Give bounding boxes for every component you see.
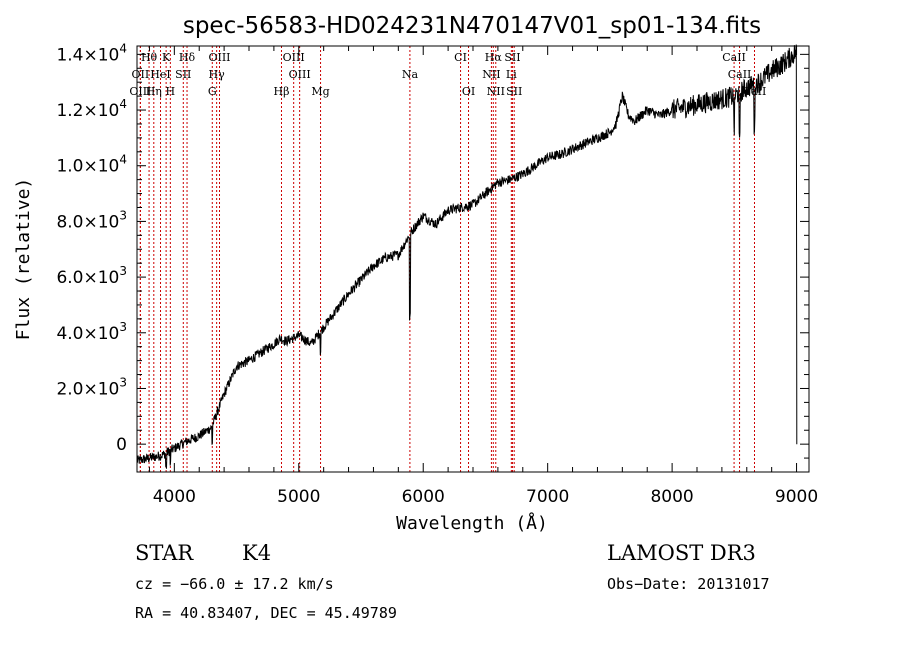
spectral-line-label: SII	[504, 51, 520, 64]
spectral-line-label: G	[208, 85, 217, 98]
x-tick-label: 6000	[402, 487, 445, 507]
x-tick-label: 7000	[526, 487, 569, 507]
spectral-line-label: OIII	[208, 51, 230, 64]
spectral-line-label: Li	[506, 68, 517, 81]
x-axis-ticks: 4000 5000 6000 7000 8000 9000	[148, 46, 818, 507]
y-tick-label: 1.0×104	[56, 153, 127, 177]
y-tick-label: 8.0×103	[56, 208, 127, 232]
coordinates: RA = 40.83407, DEC = 45.49789	[135, 604, 397, 622]
spectral-line-label: Hβ	[274, 85, 290, 98]
spectral-line-label: CI	[454, 51, 467, 64]
x-tick-label: 9000	[775, 487, 818, 507]
spectral-line-label: Na	[402, 68, 419, 81]
spectral-line-label: Hα	[485, 51, 503, 64]
spectrum-series-line	[136, 44, 798, 469]
object-subclass: K4	[242, 541, 271, 565]
spectral-line-label: Hθ	[141, 51, 158, 64]
spectral-line-label: NII	[482, 68, 500, 81]
plot-area-frame	[136, 45, 810, 473]
spectral-line-label: Mg	[311, 85, 329, 98]
x-axis-label: Wavelength (Å)	[396, 512, 548, 534]
y-axis-label: Flux (relative)	[13, 178, 34, 341]
y-tick-label: 6.0×103	[56, 264, 127, 288]
observation-date: Obs−Date: 20131017	[607, 575, 770, 593]
x-tick-label: 4000	[153, 487, 196, 507]
spectral-line-label: K	[162, 51, 171, 64]
spectral-line-label: OIII	[289, 68, 311, 81]
spectral-line-label: OI	[462, 85, 475, 98]
object-class: STAR	[135, 541, 194, 565]
spectral-line-label: SII	[175, 68, 191, 81]
y-tick-label: 0	[116, 435, 127, 455]
y-tick-label: 1.4×104	[56, 41, 127, 65]
spectral-line-label: Hγ	[209, 68, 226, 81]
y-tick-label: 1.2×104	[56, 97, 127, 121]
spectral-line-label: NII	[487, 85, 505, 98]
x-tick-label: 5000	[277, 487, 320, 507]
x-tick-label: 8000	[650, 487, 693, 507]
redshift-cz: cz = −66.0 ± 17.2 km/s	[135, 575, 334, 593]
spectral-line-label: OII	[132, 68, 150, 81]
spectral-line-label: CaII	[728, 68, 752, 81]
y-axis-ticks: 0 2.0×103 4.0×103 6.0×103 8.0×103 1.0×104 1.2×…	[56, 41, 809, 459]
spectral-line-label: OIII	[129, 85, 151, 98]
spectral-line-label: H	[166, 85, 176, 98]
chart-title: spec-56583-HD024231N470147V01_sp01-134.f…	[183, 13, 761, 39]
y-tick-label: 2.0×103	[56, 375, 127, 399]
y-tick-label: 4.0×103	[56, 320, 127, 344]
spectral-line-markers	[139, 46, 755, 472]
spectral-line-label: CaII	[722, 51, 746, 64]
spectral-line-label: SII	[506, 85, 522, 98]
spectral-line-label: Hδ	[179, 51, 196, 64]
spectral-line-label: OIII	[283, 51, 305, 64]
spectral-line-label: HeI	[150, 68, 170, 81]
survey-name: LAMOST DR3	[607, 541, 756, 565]
spectral-line-label: Hη	[146, 85, 162, 98]
